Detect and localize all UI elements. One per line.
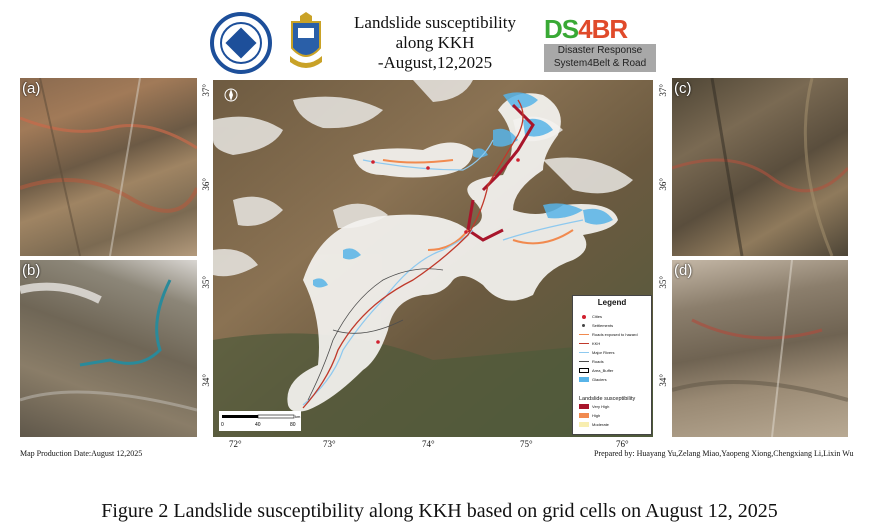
panel-a-label: (a) xyxy=(22,80,41,97)
lat-right-37: 37° xyxy=(658,84,668,97)
legend-item-major-rivers: Major Rivers xyxy=(579,350,614,356)
legend-class-high: High xyxy=(579,413,600,419)
map-legend: Legend Cities Settlements Roads exposed … xyxy=(572,295,652,435)
university-crest-logo xyxy=(290,12,322,68)
cities xyxy=(371,158,520,344)
title-line-1: Landslide susceptibility xyxy=(354,13,516,32)
production-date: Map Production Date:August 12,2025 xyxy=(20,449,143,458)
logo-ring xyxy=(220,22,262,64)
lon-75: 75° xyxy=(520,439,533,449)
lat-right-34: 34° xyxy=(658,374,668,387)
panel-b-satellite-image: (b) xyxy=(20,260,197,437)
legend-item-glaciers: Glaciers xyxy=(579,377,607,383)
scale-bar-graphic: 0 40 80 km xyxy=(219,411,301,431)
legend-item-cities: Cities xyxy=(579,314,602,320)
title-line-3: -August,12,2025 xyxy=(377,53,493,72)
major-rivers xyxy=(302,139,584,406)
legend-class-moderate: Moderate xyxy=(579,422,609,428)
main-map xyxy=(213,80,653,437)
panel-c-terrain xyxy=(672,78,848,256)
panel-d-label: (d) xyxy=(674,262,693,279)
prepared-by: Prepared by: Huayang Yu,Zelang Miao,Yaop… xyxy=(594,449,854,458)
lat-right-36: 36° xyxy=(658,178,668,191)
legend-subtitle: Landslide susceptibility xyxy=(579,396,636,402)
ds4br-logo: DS4BR Disaster Response System4Belt & Ro… xyxy=(544,14,656,72)
lat-left-37: 37° xyxy=(201,84,211,97)
lon-74: 74° xyxy=(422,439,435,449)
legend-class-very-high: Very High xyxy=(579,404,609,410)
figure-caption: Figure 2 Landslide susceptibility along … xyxy=(101,500,778,522)
lon-76: 76° xyxy=(616,439,629,449)
legend-item-roads: Roads xyxy=(579,359,604,365)
panel-a-satellite-image: (a) xyxy=(20,78,197,256)
scale-bar: 0 40 80 km xyxy=(219,411,301,431)
panel-b-label: (b) xyxy=(22,262,41,279)
ds4br-wordmark: DS4BR xyxy=(544,14,628,44)
panel-d-satellite-image: (d) xyxy=(672,260,848,437)
legend-item-roads-exposed: Roads exposed to hazard xyxy=(579,332,638,338)
central-south-university-logo xyxy=(210,12,272,74)
scale-unit: km xyxy=(295,414,301,419)
kkh-road xyxy=(302,99,524,409)
map-canvas xyxy=(213,80,653,437)
lon-73: 73° xyxy=(323,439,336,449)
scale-tick-80: 80 xyxy=(290,422,296,428)
roads xyxy=(307,268,444,401)
legend-title: Legend xyxy=(597,298,627,307)
legend-item-area-buffer: Area_Buffer xyxy=(579,368,613,374)
panel-d-terrain xyxy=(672,260,848,437)
panel-b-terrain xyxy=(20,279,197,412)
lat-right-35: 35° xyxy=(658,276,668,289)
map-title: Landslide susceptibility along KKH -Augu… xyxy=(340,13,530,73)
lon-72: 72° xyxy=(229,439,242,449)
north-arrow-icon xyxy=(224,88,238,102)
title-line-2: along KKH xyxy=(395,33,475,52)
panel-c-label: (c) xyxy=(674,80,692,97)
scale-tick-40: 40 xyxy=(255,422,261,428)
legend-item-kkh: KKH xyxy=(579,341,600,347)
panel-c-satellite-image: (c) xyxy=(672,78,848,256)
lat-left-36: 36° xyxy=(201,178,211,191)
ds4br-tagline: Disaster Response System4Belt & Road xyxy=(544,44,656,72)
susceptibility-cells xyxy=(382,103,574,251)
legend-item-settlements: Settlements xyxy=(579,323,613,329)
glaciers xyxy=(313,92,613,288)
lat-left-35: 35° xyxy=(201,276,211,289)
panel-a-terrain xyxy=(20,78,197,256)
lat-left-34: 34° xyxy=(201,374,211,387)
scale-tick-0: 0 xyxy=(221,422,224,428)
